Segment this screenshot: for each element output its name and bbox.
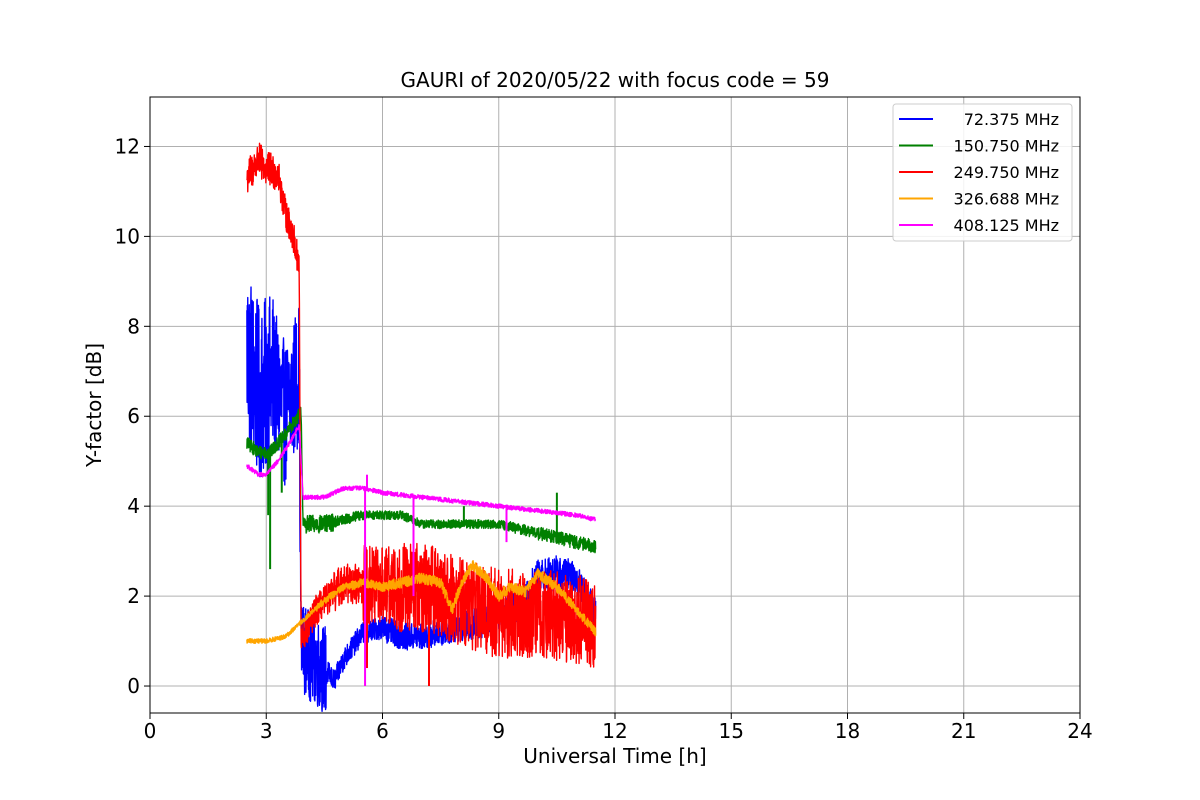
y-ticks: 0 2 4 6 8 10 12	[115, 134, 150, 698]
x-axis-label: Universal Time [h]	[523, 744, 706, 768]
y-tick-label: 10	[115, 224, 140, 248]
legend: 72.375 MHz 150.750 MHz 249.750 MHz 326.688 …	[892, 103, 1073, 242]
x-tick-label: 3	[260, 719, 273, 743]
y-tick-label: 0	[127, 674, 140, 698]
x-tick-label: 21	[951, 719, 976, 743]
series-line	[246, 560, 597, 644]
x-ticks: 0 3 6 9 12 15 18 21 24	[144, 713, 1093, 743]
x-tick-label: 18	[835, 719, 860, 743]
y-tick-label: 12	[115, 134, 140, 158]
series-line	[246, 424, 597, 522]
x-tick-label: 6	[376, 719, 389, 743]
legend-label: 150.750 MHz	[954, 137, 1059, 156]
y-tick-label: 4	[127, 494, 140, 518]
legend-box	[892, 103, 1073, 242]
y-tick-label: 6	[127, 404, 140, 428]
legend-label: 72.375 MHz	[964, 110, 1059, 129]
x-tick-label: 9	[492, 719, 505, 743]
chart-title: GAURI of 2020/05/22 with focus code = 59	[401, 68, 830, 92]
legend-label: 326.688 MHz	[954, 190, 1059, 209]
legend-label: 249.750 MHz	[954, 163, 1059, 182]
x-tick-label: 24	[1067, 719, 1092, 743]
legend-label: 408.125 MHz	[954, 216, 1059, 235]
y-tick-label: 8	[127, 314, 140, 338]
y-tick-label: 2	[127, 584, 140, 608]
series-line	[246, 406, 597, 554]
x-tick-label: 15	[719, 719, 744, 743]
series-line	[246, 142, 597, 668]
y-axis-label: Y-factor [dB]	[82, 343, 106, 468]
plot-area	[246, 142, 597, 712]
x-tick-label: 0	[144, 719, 157, 743]
x-tick-label: 12	[602, 719, 627, 743]
